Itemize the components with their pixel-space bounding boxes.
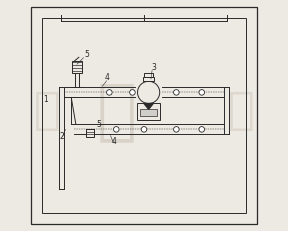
Text: 4: 4 — [112, 137, 117, 146]
Text: 5: 5 — [84, 50, 89, 59]
Circle shape — [174, 90, 179, 95]
Circle shape — [138, 81, 160, 103]
Text: 龍: 龍 — [228, 89, 254, 132]
Text: 龍: 龍 — [96, 78, 136, 144]
Bar — [42, 18, 246, 213]
Text: 2: 2 — [60, 132, 65, 141]
Bar — [137, 103, 160, 120]
Bar — [140, 109, 158, 116]
Text: 龍: 龍 — [34, 89, 60, 132]
Circle shape — [107, 90, 112, 95]
Circle shape — [113, 127, 119, 132]
Polygon shape — [144, 103, 153, 109]
Circle shape — [199, 127, 204, 132]
Text: 1: 1 — [43, 95, 48, 104]
Circle shape — [141, 127, 147, 132]
Text: 4: 4 — [105, 73, 110, 82]
Circle shape — [199, 90, 204, 95]
Text: 3: 3 — [151, 63, 156, 72]
Circle shape — [130, 90, 135, 95]
Bar — [86, 129, 94, 137]
Circle shape — [174, 127, 179, 132]
Bar — [143, 77, 154, 81]
Bar — [72, 61, 82, 73]
Bar — [145, 73, 153, 77]
Text: 5: 5 — [97, 120, 101, 129]
